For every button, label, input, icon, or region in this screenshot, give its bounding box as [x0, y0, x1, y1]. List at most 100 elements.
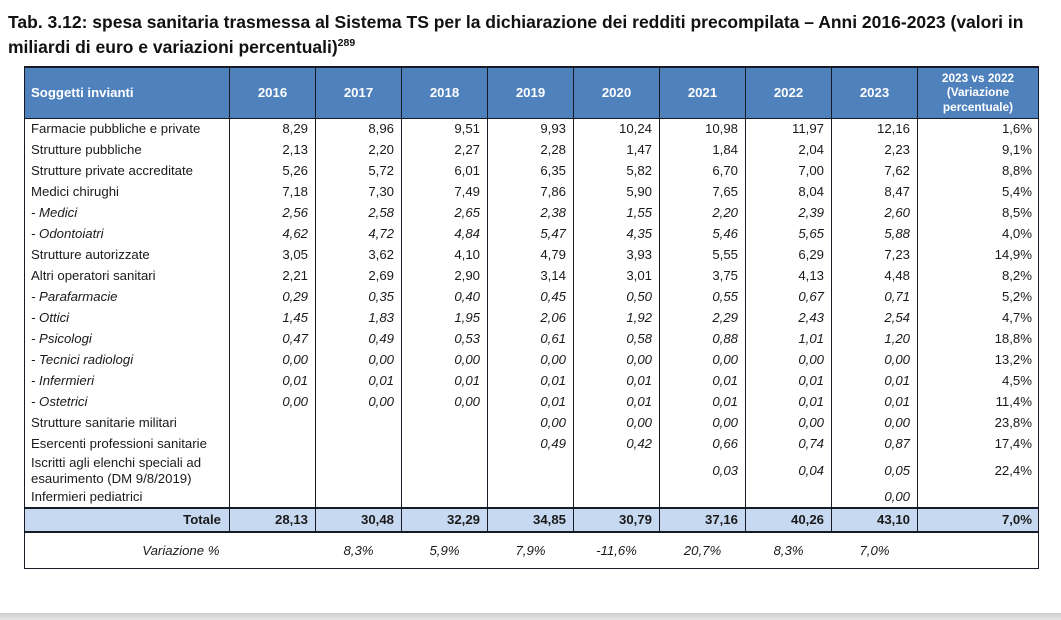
row-value: 0,01 — [487, 391, 574, 413]
row-value: 0,00 — [831, 349, 918, 371]
row-value — [315, 454, 402, 487]
row-value: 1,45 — [229, 307, 316, 329]
row-value: 0,00 — [831, 412, 918, 434]
row-value: 0,01 — [487, 370, 574, 392]
total-row: Totale 28,13 30,48 32,29 34,85 30,79 37,… — [24, 507, 1039, 534]
row-value: 2,20 — [659, 202, 746, 224]
row-label: Farmacie pubbliche e private — [24, 118, 230, 140]
row-value: 4,72 — [315, 223, 402, 245]
row-pct: 4,0% — [917, 223, 1039, 245]
row-value: 7,30 — [315, 181, 402, 203]
row-value: 9,93 — [487, 118, 574, 140]
row-value: 0,47 — [229, 328, 316, 350]
row-value: 2,39 — [745, 202, 832, 224]
row-value: 2,69 — [315, 265, 402, 287]
row-value — [229, 486, 316, 509]
row-value: 0,01 — [315, 370, 402, 392]
row-value: 5,88 — [831, 223, 918, 245]
row-value — [573, 486, 660, 509]
row-value: 0,53 — [401, 328, 488, 350]
row-value: 0,00 — [315, 391, 402, 413]
row-value: 0,40 — [401, 286, 488, 308]
row-value — [745, 486, 832, 509]
row-value: 5,46 — [659, 223, 746, 245]
row-value: 7,65 — [659, 181, 746, 203]
row-value — [315, 486, 402, 509]
header-year-2020: 2020 — [573, 65, 660, 119]
row-value: 2,13 — [229, 139, 316, 161]
row-value: 0,71 — [831, 286, 918, 308]
table-row: Strutture pubbliche 2,13 2,20 2,27 2,28 … — [24, 139, 1039, 161]
row-value: 8,47 — [831, 181, 918, 203]
row-value: 8,29 — [229, 118, 316, 140]
header-year-2018: 2018 — [401, 65, 488, 119]
row-value: 0,01 — [573, 370, 660, 392]
row-value: 0,01 — [659, 370, 746, 392]
row-label: - Psicologi — [24, 328, 230, 350]
variation-value: 5,9% — [429, 542, 460, 558]
table-row: - Ottici 1,45 1,83 1,95 2,06 1,92 2,29 2… — [24, 307, 1039, 329]
row-value: 2,20 — [315, 139, 402, 161]
row-value: 0,00 — [831, 486, 918, 509]
row-label: Strutture sanitarie militari — [24, 412, 230, 434]
variation-value: 7,0% — [859, 542, 890, 558]
row-value: 2,90 — [401, 265, 488, 287]
row-label: - Odontoiatri — [24, 223, 230, 245]
row-value: 0,00 — [229, 391, 316, 413]
row-value: 3,62 — [315, 244, 402, 266]
table-row: - Odontoiatri 4,62 4,72 4,84 5,47 4,35 5… — [24, 223, 1039, 245]
total-label: Totale — [24, 507, 230, 534]
row-pct: 4,7% — [917, 307, 1039, 329]
row-value: 7,49 — [401, 181, 488, 203]
row-value — [229, 412, 316, 434]
row-label: - Ostetrici — [24, 391, 230, 413]
row-value: 2,06 — [487, 307, 574, 329]
row-pct: 11,4% — [917, 391, 1039, 413]
total-value: 34,85 — [487, 507, 574, 534]
row-value — [315, 433, 402, 455]
row-value: 0,00 — [745, 349, 832, 371]
row-value: 0,88 — [659, 328, 746, 350]
row-value: 0,74 — [745, 433, 832, 455]
row-value: 0,00 — [745, 412, 832, 434]
row-value: 4,84 — [401, 223, 488, 245]
row-pct: 23,8% — [917, 412, 1039, 434]
row-value: 2,56 — [229, 202, 316, 224]
row-pct: 22,4% — [917, 454, 1039, 487]
row-value: 1,01 — [745, 328, 832, 350]
row-value: 0,01 — [401, 370, 488, 392]
table-row: Altri operatori sanitari 2,21 2,69 2,90 … — [24, 265, 1039, 287]
row-value: 6,29 — [745, 244, 832, 266]
table-row: Esercenti professioni sanitarie 0,49 0,4… — [24, 433, 1039, 455]
variation-value: 8,3% — [773, 542, 804, 558]
row-value: 2,43 — [745, 307, 832, 329]
header-year-2021: 2021 — [659, 65, 746, 119]
row-value: 1,92 — [573, 307, 660, 329]
table-title-text: Tab. 3.12: spesa sanitaria trasmessa al … — [8, 12, 1024, 57]
row-label: Strutture pubbliche — [24, 139, 230, 161]
row-value — [659, 486, 746, 509]
table-row: Strutture private accreditate 5,26 5,72 … — [24, 160, 1039, 182]
table-row: Iscritti agli elenchi speciali ad esauri… — [24, 454, 1039, 487]
row-value: 10,98 — [659, 118, 746, 140]
row-value: 3,93 — [573, 244, 660, 266]
row-value: 0,61 — [487, 328, 574, 350]
row-value: 0,35 — [315, 286, 402, 308]
row-value: 7,86 — [487, 181, 574, 203]
row-label: Strutture autorizzate — [24, 244, 230, 266]
row-value: 0,00 — [487, 349, 574, 371]
row-value: 11,97 — [745, 118, 832, 140]
row-value: 2,27 — [401, 139, 488, 161]
row-value: 0,45 — [487, 286, 574, 308]
row-value: 0,00 — [315, 349, 402, 371]
row-value: 0,50 — [573, 286, 660, 308]
row-value: 0,04 — [745, 454, 832, 487]
row-value: 0,01 — [831, 391, 918, 413]
row-value: 0,05 — [831, 454, 918, 487]
row-value: 0,00 — [659, 349, 746, 371]
row-value: 12,16 — [831, 118, 918, 140]
row-pct: 4,5% — [917, 370, 1039, 392]
row-pct: 9,1% — [917, 139, 1039, 161]
row-value: 2,60 — [831, 202, 918, 224]
row-value: 5,90 — [573, 181, 660, 203]
